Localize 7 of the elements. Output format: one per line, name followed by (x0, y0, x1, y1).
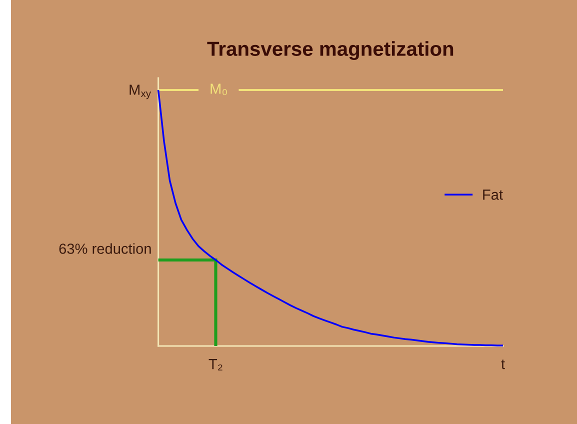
x-tick-label: t (501, 360, 505, 370)
x-tick-label: T₂ (208, 359, 222, 370)
y-axis-title: M$_{xy}$ (130, 84, 151, 100)
series-label: 63% reduction (59, 243, 151, 254)
legend-label: Fat (483, 190, 503, 200)
series-label: M₀ (210, 84, 227, 96)
chart-title: Transverse magnetization (207, 41, 454, 60)
